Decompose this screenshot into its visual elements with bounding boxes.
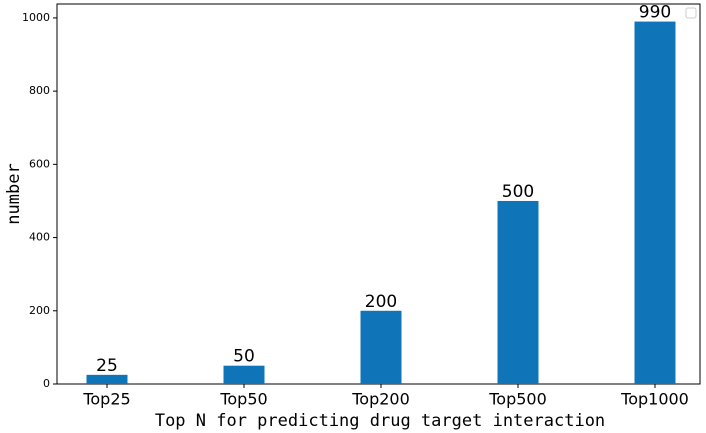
y-tick-label: 800 — [29, 84, 50, 97]
bar — [86, 374, 128, 384]
x-tick-label: Top50 — [219, 390, 267, 409]
x-tick-label: Top25 — [82, 390, 130, 409]
y-tick-label: 0 — [43, 377, 50, 390]
value-label: 990 — [639, 3, 671, 23]
x-tick-label: Top500 — [488, 390, 547, 409]
y-tick-label: 1000 — [22, 11, 50, 24]
legend-box — [685, 7, 697, 19]
y-tick-label: 400 — [29, 231, 50, 244]
y-tick-label: 200 — [29, 304, 50, 317]
value-label: 200 — [365, 292, 397, 312]
bar — [223, 365, 265, 384]
x-tick-label: Top200 — [351, 390, 410, 409]
value-label: 50 — [233, 347, 255, 367]
y-axis-label: number — [4, 163, 24, 224]
bar — [497, 200, 539, 384]
value-label: 25 — [96, 356, 118, 376]
bar — [634, 21, 676, 384]
value-label: 500 — [502, 182, 534, 202]
bar — [360, 310, 402, 384]
y-tick-label: 600 — [29, 157, 50, 170]
x-tick-label: Top1000 — [620, 390, 689, 409]
x-axis-label: Top N for predicting drug target interac… — [155, 411, 605, 431]
